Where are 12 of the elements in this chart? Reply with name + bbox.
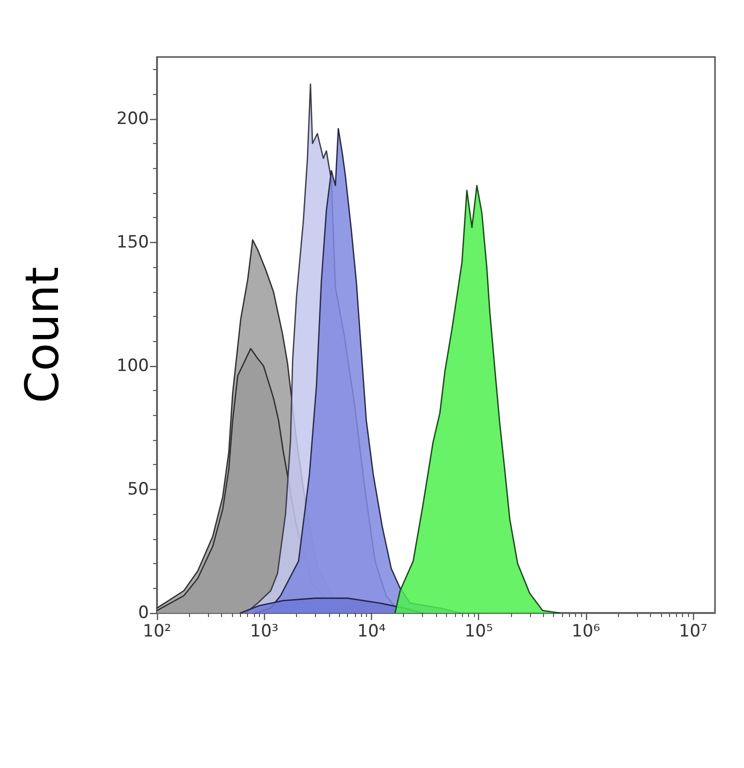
x-tick-label: 10³: [250, 622, 278, 642]
y-tick-label: 50: [127, 479, 149, 500]
y-tick-label: 150: [116, 232, 149, 252]
x-tick-label: 10⁴: [357, 622, 386, 642]
y-tick-label: 0: [138, 603, 149, 623]
x-tick-label: 10²: [142, 622, 172, 642]
y-axis-title: Count: [15, 266, 69, 404]
x-tick-label: 10⁷: [678, 622, 708, 642]
y-tick-label: 100: [116, 356, 149, 376]
x-tick-label: 10⁶: [572, 622, 600, 642]
x-tick-label: 10⁵: [464, 622, 493, 642]
y-tick-label: 200: [116, 108, 149, 129]
